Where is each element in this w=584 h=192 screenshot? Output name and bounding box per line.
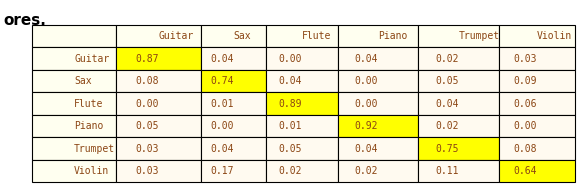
Bar	[200, 25, 266, 47]
Text: 0.11: 0.11	[435, 166, 458, 176]
Bar	[499, 47, 575, 70]
Text: 0.03: 0.03	[513, 54, 537, 64]
Text: Piano: Piano	[74, 121, 103, 131]
Bar	[200, 92, 266, 115]
Text: 0.03: 0.03	[135, 166, 158, 176]
Bar	[32, 47, 116, 70]
Bar	[418, 137, 499, 160]
Bar	[116, 92, 200, 115]
Text: Sax: Sax	[74, 76, 92, 86]
Bar	[200, 47, 266, 70]
Bar	[32, 115, 116, 137]
Bar	[116, 70, 200, 92]
Bar	[418, 160, 499, 182]
Bar	[338, 92, 418, 115]
Text: 0.00: 0.00	[279, 54, 302, 64]
Bar	[32, 137, 116, 160]
Text: 0.89: 0.89	[279, 99, 302, 109]
Bar	[266, 160, 338, 182]
Text: 0.01: 0.01	[279, 121, 302, 131]
Text: Flute: Flute	[302, 31, 332, 41]
Bar	[116, 115, 200, 137]
Text: 0.04: 0.04	[210, 54, 234, 64]
Bar	[418, 70, 499, 92]
Bar	[116, 160, 200, 182]
Text: 0.05: 0.05	[135, 121, 158, 131]
Text: 0.74: 0.74	[210, 76, 234, 86]
Text: 0.05: 0.05	[279, 144, 302, 154]
Text: Trumpet: Trumpet	[74, 144, 116, 154]
Bar	[200, 137, 266, 160]
Bar	[499, 115, 575, 137]
Text: 0.04: 0.04	[279, 76, 302, 86]
Text: 0.04: 0.04	[354, 54, 378, 64]
Bar	[418, 92, 499, 115]
Bar	[499, 25, 575, 47]
Text: 0.00: 0.00	[513, 121, 537, 131]
Text: 0.00: 0.00	[210, 121, 234, 131]
Text: 0.04: 0.04	[435, 99, 458, 109]
Text: Trumpet: Trumpet	[458, 31, 500, 41]
Text: 0.02: 0.02	[435, 54, 458, 64]
Text: 0.75: 0.75	[435, 144, 458, 154]
Bar	[338, 25, 418, 47]
Bar	[418, 115, 499, 137]
Bar	[338, 115, 418, 137]
Text: 0.09: 0.09	[513, 76, 537, 86]
Bar	[200, 70, 266, 92]
Text: 0.08: 0.08	[513, 144, 537, 154]
Text: 0.87: 0.87	[135, 54, 158, 64]
Bar	[338, 160, 418, 182]
Text: 0.00: 0.00	[135, 99, 158, 109]
Text: 0.17: 0.17	[210, 166, 234, 176]
Text: Violin: Violin	[74, 166, 109, 176]
Text: 0.05: 0.05	[435, 76, 458, 86]
Text: 0.08: 0.08	[135, 76, 158, 86]
Bar	[200, 115, 266, 137]
Text: 0.00: 0.00	[354, 99, 378, 109]
Text: Piano: Piano	[378, 31, 408, 41]
Text: 0.01: 0.01	[210, 99, 234, 109]
Text: 0.92: 0.92	[354, 121, 378, 131]
Text: Guitar: Guitar	[74, 54, 109, 64]
Text: 0.03: 0.03	[135, 144, 158, 154]
Bar	[266, 47, 338, 70]
Text: 0.04: 0.04	[354, 144, 378, 154]
Bar	[32, 70, 116, 92]
Bar	[499, 160, 575, 182]
Bar	[499, 70, 575, 92]
Bar	[499, 137, 575, 160]
Text: 0.00: 0.00	[354, 76, 378, 86]
Bar	[116, 137, 200, 160]
Bar	[32, 25, 116, 47]
Text: 0.02: 0.02	[435, 121, 458, 131]
Text: 0.02: 0.02	[354, 166, 378, 176]
Bar	[266, 25, 338, 47]
Bar	[116, 47, 200, 70]
Bar	[116, 25, 200, 47]
Bar	[418, 47, 499, 70]
Bar	[338, 70, 418, 92]
Bar	[266, 92, 338, 115]
Text: Flute: Flute	[74, 99, 103, 109]
Bar	[499, 92, 575, 115]
Text: 0.06: 0.06	[513, 99, 537, 109]
Text: ores.: ores.	[3, 13, 46, 28]
Text: 0.64: 0.64	[513, 166, 537, 176]
Text: 0.04: 0.04	[210, 144, 234, 154]
Bar	[32, 160, 116, 182]
Bar	[418, 25, 499, 47]
Bar	[200, 160, 266, 182]
Bar	[266, 70, 338, 92]
Text: Guitar: Guitar	[158, 31, 194, 41]
Text: Violin: Violin	[537, 31, 572, 41]
Bar	[32, 92, 116, 115]
Text: 0.02: 0.02	[279, 166, 302, 176]
Bar	[338, 137, 418, 160]
Bar	[266, 115, 338, 137]
Bar	[266, 137, 338, 160]
Bar	[338, 47, 418, 70]
Text: Sax: Sax	[234, 31, 251, 41]
